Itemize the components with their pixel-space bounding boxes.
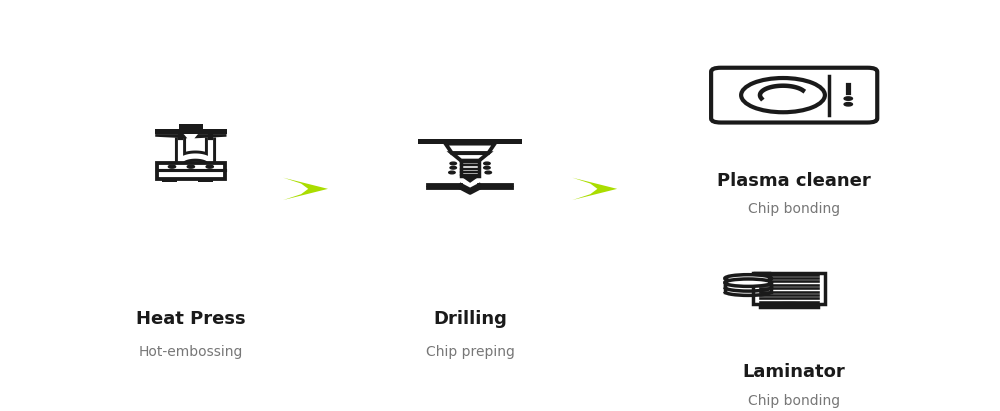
Text: Drilling: Drilling [433, 310, 507, 328]
Circle shape [484, 166, 490, 169]
Polygon shape [461, 176, 479, 183]
Circle shape [844, 102, 852, 106]
Text: Hot-embossing: Hot-embossing [139, 345, 243, 359]
Circle shape [844, 97, 852, 100]
Bar [157, 163, 225, 179]
Bar [179, 124, 203, 129]
Bar [162, 179, 177, 182]
Bar [155, 129, 227, 134]
Polygon shape [194, 134, 227, 139]
Circle shape [741, 78, 825, 112]
Circle shape [168, 165, 176, 168]
Ellipse shape [725, 279, 771, 286]
Circle shape [450, 162, 456, 165]
FancyBboxPatch shape [711, 68, 877, 122]
Text: Heat Press: Heat Press [136, 310, 246, 328]
Polygon shape [445, 143, 495, 153]
Bar [198, 179, 213, 182]
Bar [753, 273, 825, 304]
Circle shape [449, 171, 455, 174]
Bar [418, 139, 522, 143]
Ellipse shape [725, 275, 771, 282]
Circle shape [484, 162, 490, 165]
Polygon shape [155, 134, 187, 139]
Text: Chip bonding: Chip bonding [748, 394, 840, 408]
Text: Plasma cleaner: Plasma cleaner [717, 172, 871, 190]
Polygon shape [283, 178, 328, 200]
Polygon shape [452, 153, 488, 161]
Circle shape [485, 171, 491, 174]
Circle shape [450, 166, 456, 169]
Bar [461, 161, 479, 176]
Circle shape [206, 165, 213, 168]
Text: Chip bonding: Chip bonding [748, 202, 840, 216]
Polygon shape [572, 178, 617, 200]
Circle shape [187, 165, 194, 168]
Text: Chip preping: Chip preping [426, 345, 515, 359]
Text: Laminator: Laminator [743, 363, 846, 381]
Polygon shape [753, 273, 769, 279]
